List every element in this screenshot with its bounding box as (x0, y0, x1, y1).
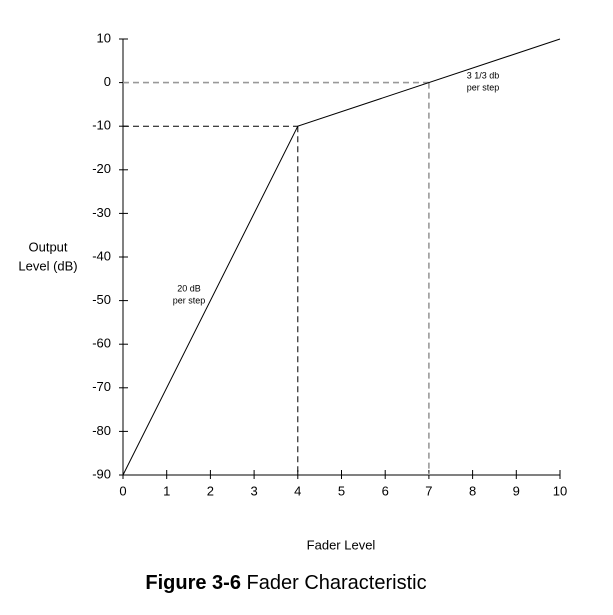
annotation: per step (467, 82, 500, 92)
y-axis-label: Output (28, 239, 67, 254)
y-tick-label: 0 (104, 74, 111, 89)
chart-title: Fader Characteristic (247, 572, 427, 594)
y-tick-label: -10 (92, 118, 111, 133)
annotation: 3 1/3 db (467, 70, 500, 80)
y-tick-label: -90 (92, 466, 111, 481)
x-tick-label: 0 (119, 483, 126, 498)
x-tick-label: 6 (382, 483, 389, 498)
y-axis-label: Level (dB) (18, 258, 77, 273)
x-tick-label: 1 (163, 483, 170, 498)
annotation: 20 dB (177, 283, 201, 293)
x-tick-label: 3 (250, 483, 257, 498)
y-tick-label: -70 (92, 379, 111, 394)
x-tick-label: 4 (294, 483, 301, 498)
x-tick-label: 5 (338, 483, 345, 498)
y-tick-label: -50 (92, 292, 111, 307)
y-tick-label: -60 (92, 336, 111, 351)
x-tick-label: 2 (207, 483, 214, 498)
x-tick-label: 8 (469, 483, 476, 498)
y-tick-label: -20 (92, 161, 111, 176)
figure-label: Figure 3-6 (145, 572, 241, 594)
line (122, 38, 561, 476)
y-tick-label: -30 (92, 205, 111, 220)
x-tick-label: 10 (553, 483, 567, 498)
y-tick-label: 10 (97, 30, 111, 45)
x-tick-label: 9 (513, 483, 520, 498)
caption: Figure 3-6 Fader Characteristic (145, 572, 426, 594)
y-tick-label: -80 (92, 423, 111, 438)
y-tick-label: -40 (92, 248, 111, 263)
x-tick-label: 7 (425, 483, 432, 498)
annotation: per step (173, 295, 206, 305)
x-axis-label: Fader Level (307, 537, 376, 552)
